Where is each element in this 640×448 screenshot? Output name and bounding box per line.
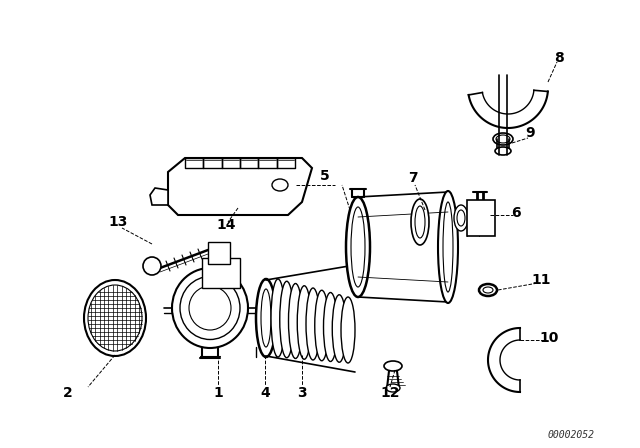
Text: 2: 2 <box>63 386 73 400</box>
Ellipse shape <box>346 197 370 297</box>
Text: 13: 13 <box>108 215 128 229</box>
Polygon shape <box>150 188 168 205</box>
Text: 6: 6 <box>511 206 521 220</box>
Ellipse shape <box>256 279 276 357</box>
Ellipse shape <box>315 290 329 361</box>
Ellipse shape <box>297 286 311 359</box>
Bar <box>208 242 230 264</box>
Text: 14: 14 <box>216 218 236 232</box>
Ellipse shape <box>479 284 497 296</box>
Circle shape <box>143 257 161 275</box>
Text: 7: 7 <box>408 171 418 185</box>
Text: 5: 5 <box>320 169 330 183</box>
Ellipse shape <box>411 199 429 245</box>
Text: 11: 11 <box>531 273 551 287</box>
Ellipse shape <box>271 279 285 357</box>
Text: 1: 1 <box>213 386 223 400</box>
FancyBboxPatch shape <box>202 258 240 288</box>
Polygon shape <box>168 158 312 215</box>
Ellipse shape <box>438 191 458 303</box>
Ellipse shape <box>341 297 355 363</box>
Bar <box>467 200 495 236</box>
Ellipse shape <box>280 281 294 358</box>
Ellipse shape <box>323 293 337 362</box>
Text: 12: 12 <box>380 386 400 400</box>
Text: 3: 3 <box>297 386 307 400</box>
Ellipse shape <box>386 384 400 392</box>
Ellipse shape <box>332 295 346 362</box>
Ellipse shape <box>272 179 288 191</box>
Text: 10: 10 <box>540 331 559 345</box>
Ellipse shape <box>495 147 511 155</box>
Ellipse shape <box>454 205 468 231</box>
Ellipse shape <box>172 268 248 348</box>
Text: 4: 4 <box>260 386 270 400</box>
Ellipse shape <box>384 361 402 371</box>
Ellipse shape <box>84 280 146 356</box>
Ellipse shape <box>306 288 320 360</box>
Ellipse shape <box>493 133 513 145</box>
Text: 8: 8 <box>554 51 564 65</box>
Ellipse shape <box>289 284 303 358</box>
Text: 9: 9 <box>525 126 535 140</box>
Text: 00002052: 00002052 <box>548 430 595 440</box>
